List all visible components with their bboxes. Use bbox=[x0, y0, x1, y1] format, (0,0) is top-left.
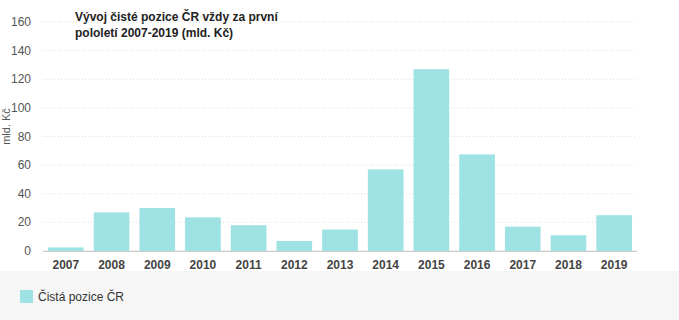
grid-line bbox=[43, 50, 637, 51]
bar bbox=[322, 230, 358, 251]
x-tick-label: 2012 bbox=[281, 258, 308, 272]
x-tick-label: 2014 bbox=[372, 258, 399, 272]
bar bbox=[505, 227, 541, 251]
title: Vývoj čisté pozice ČR vždy za první polo… bbox=[75, 9, 290, 41]
bar bbox=[94, 212, 130, 251]
y-tick-label: 0 bbox=[24, 244, 31, 258]
bar bbox=[48, 247, 84, 251]
bar bbox=[276, 241, 312, 251]
y-tick-label: 20 bbox=[18, 215, 32, 229]
legend-band bbox=[0, 271, 679, 320]
legend-label: Čistá pozice ČR bbox=[38, 289, 124, 304]
bar bbox=[368, 169, 404, 251]
x-tick-label: 2019 bbox=[601, 258, 628, 272]
y-tick-label: 80 bbox=[18, 130, 32, 144]
x-tick-label: 2010 bbox=[190, 258, 217, 272]
y-tick-label: 60 bbox=[18, 158, 32, 172]
x-tick-label: 2015 bbox=[418, 258, 445, 272]
x-tick-label: 2008 bbox=[98, 258, 125, 272]
bar bbox=[551, 235, 587, 251]
bar bbox=[231, 225, 267, 251]
x-tick-label: 2007 bbox=[52, 258, 79, 272]
y-tick-label: 160 bbox=[11, 15, 31, 29]
grid-line bbox=[43, 222, 637, 223]
y-tick-label: 120 bbox=[11, 72, 31, 86]
y-axis-label: mld. Kč bbox=[0, 108, 12, 145]
y-tick-label: 40 bbox=[18, 187, 32, 201]
grid-line bbox=[43, 79, 637, 80]
y-tick-label: 100 bbox=[11, 101, 31, 115]
x-tick-label: 2013 bbox=[327, 258, 354, 272]
grid-line bbox=[43, 107, 637, 108]
legend-swatch bbox=[20, 290, 33, 303]
x-tick-label: 2009 bbox=[144, 258, 171, 272]
x-tick-label: 2011 bbox=[236, 258, 262, 272]
x-tick-label: 2017 bbox=[509, 258, 536, 272]
bar bbox=[414, 69, 450, 251]
x-tick-label: 2018 bbox=[555, 258, 582, 272]
grid-line bbox=[43, 136, 637, 137]
grid-line bbox=[43, 193, 637, 194]
bars bbox=[48, 69, 632, 251]
y-tick-label: 140 bbox=[11, 44, 31, 58]
x-tick-label: 2016 bbox=[464, 258, 491, 272]
bar bbox=[185, 217, 221, 251]
bar bbox=[459, 154, 495, 251]
grid-line bbox=[43, 22, 637, 23]
grid-line bbox=[43, 165, 637, 166]
bar bbox=[139, 208, 175, 251]
x-axis bbox=[43, 251, 637, 252]
bar bbox=[596, 215, 632, 251]
